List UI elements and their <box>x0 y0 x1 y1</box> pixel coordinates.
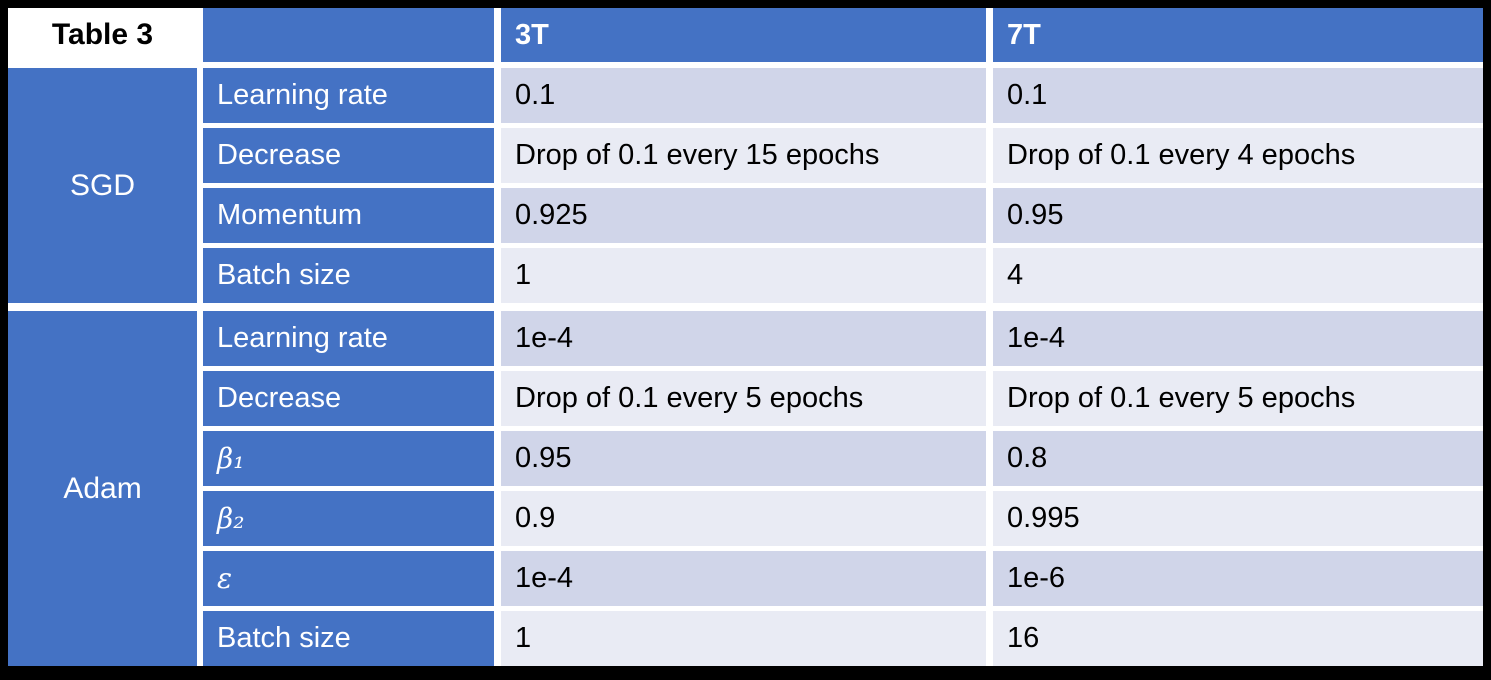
value-adam-beta2-7t: 0.995 <box>993 491 1483 546</box>
value-adam-epsilon-7t: 1e-6 <box>993 551 1483 606</box>
param-sgd-learning-rate: Learning rate <box>203 68 494 123</box>
group-label-sgd: SGD <box>8 68 197 303</box>
param-adam-beta2: β₂ <box>203 491 494 546</box>
value-sgd-batch-size-7t: 4 <box>993 248 1483 303</box>
value-adam-batch-size-3t: 1 <box>501 611 986 666</box>
group-label-adam: Adam <box>8 311 197 666</box>
header-param-spacer-cell <box>203 8 494 62</box>
value-sgd-learning-rate-3t: 0.1 <box>501 68 986 123</box>
value-adam-beta1-3t: 0.95 <box>501 431 986 486</box>
param-adam-decrease: Decrease <box>203 371 494 426</box>
param-adam-epsilon: ε <box>203 551 494 606</box>
value-adam-beta1-7t: 0.8 <box>993 431 1483 486</box>
param-sgd-momentum: Momentum <box>203 188 494 243</box>
value-adam-learning-rate-3t: 1e-4 <box>501 311 986 366</box>
header-row: Table 3 3T 7T <box>8 8 1483 62</box>
value-sgd-learning-rate-7t: 0.1 <box>993 68 1483 123</box>
value-sgd-decrease-7t: Drop of 0.1 every 4 epochs <box>993 128 1483 183</box>
value-sgd-momentum-3t: 0.925 <box>501 188 986 243</box>
param-adam-beta1: β₁ <box>203 431 494 486</box>
value-sgd-decrease-3t: Drop of 0.1 every 15 epochs <box>501 128 986 183</box>
value-adam-batch-size-7t: 16 <box>993 611 1483 666</box>
table-title: Table 3 <box>8 8 197 62</box>
value-adam-decrease-7t: Drop of 0.1 every 5 epochs <box>993 371 1483 426</box>
value-adam-beta2-3t: 0.9 <box>501 491 986 546</box>
param-sgd-decrease: Decrease <box>203 128 494 183</box>
param-adam-learning-rate: Learning rate <box>203 311 494 366</box>
value-sgd-momentum-7t: 0.95 <box>993 188 1483 243</box>
value-sgd-batch-size-3t: 1 <box>501 248 986 303</box>
hyperparameter-table: Table 3 3T 7T SGD Learning rate 0.1 0.1 … <box>8 8 1483 666</box>
column-header-3t: 3T <box>501 8 986 62</box>
value-adam-epsilon-3t: 1e-4 <box>501 551 986 606</box>
section-sgd: SGD Learning rate 0.1 0.1 Decrease Drop … <box>8 68 1483 303</box>
column-header-7t: 7T <box>993 8 1483 62</box>
param-adam-batch-size: Batch size <box>203 611 494 666</box>
section-adam: Adam Learning rate 1e-4 1e-4 Decrease Dr… <box>8 311 1483 666</box>
param-sgd-batch-size: Batch size <box>203 248 494 303</box>
value-adam-learning-rate-7t: 1e-4 <box>993 311 1483 366</box>
value-adam-decrease-3t: Drop of 0.1 every 5 epochs <box>501 371 986 426</box>
